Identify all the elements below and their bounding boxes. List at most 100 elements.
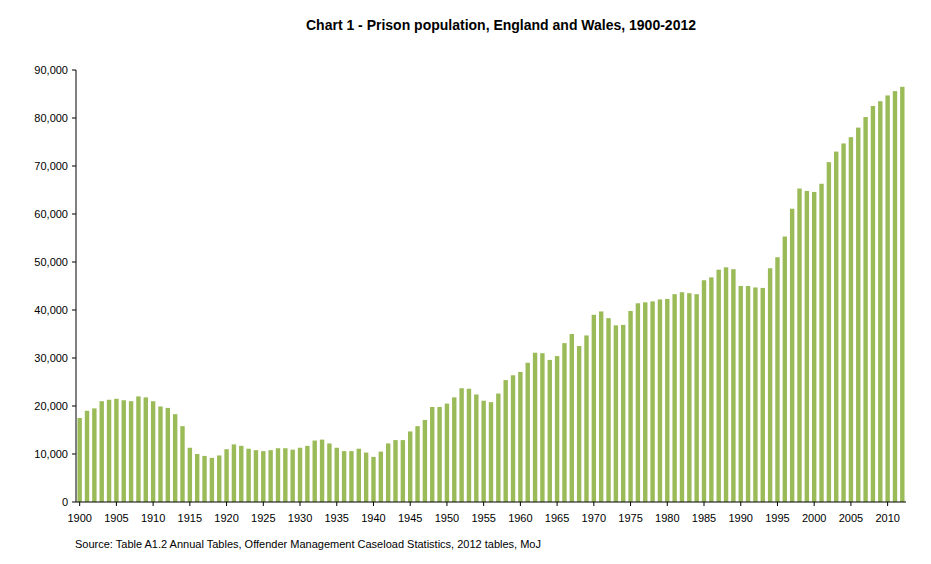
bar [665, 299, 669, 502]
bar [459, 388, 463, 502]
bar [518, 372, 522, 502]
x-tick-label: 1900 [67, 512, 91, 524]
bar [305, 446, 309, 502]
bar [423, 420, 427, 502]
bar [342, 451, 346, 502]
x-tick-label: 1910 [141, 512, 165, 524]
chart: Chart 1 - Prison population, England and… [0, 0, 931, 564]
x-tick-label: 1905 [104, 512, 128, 524]
bar [856, 128, 860, 502]
x-tick [189, 502, 190, 506]
bar [144, 397, 148, 502]
x-tick [850, 502, 851, 506]
bar [606, 318, 610, 502]
x-tick-label: 2005 [839, 512, 863, 524]
bar [136, 396, 140, 502]
bar [180, 426, 184, 502]
bar [195, 454, 199, 502]
bar [716, 270, 720, 502]
bar [702, 280, 706, 502]
bar [246, 449, 250, 502]
y-tick [72, 118, 76, 119]
bar [114, 399, 118, 502]
bar [753, 287, 757, 502]
bar [834, 152, 838, 502]
bar [85, 411, 89, 502]
x-tick [446, 502, 447, 506]
bar [217, 455, 221, 502]
x-tick [557, 502, 558, 506]
bar [650, 301, 654, 502]
x-tick-label: 1945 [398, 512, 422, 524]
bar [643, 302, 647, 502]
x-tick-label: 1950 [435, 512, 459, 524]
x-tick [79, 502, 80, 506]
x-tick [777, 502, 778, 506]
bar [107, 400, 111, 502]
bar [415, 426, 419, 502]
y-tick [72, 262, 76, 263]
bar [900, 87, 904, 502]
bar [393, 440, 397, 502]
bar [548, 360, 552, 502]
y-tick [72, 310, 76, 311]
bar [761, 288, 765, 502]
bar [819, 184, 823, 502]
bar [349, 451, 353, 502]
bar [746, 286, 750, 502]
x-tick [887, 502, 888, 506]
bar [724, 267, 728, 502]
y-tick-label: 60,000 [34, 208, 68, 220]
bar [188, 448, 192, 502]
y-tick-label: 20,000 [34, 400, 68, 412]
bar [224, 449, 228, 502]
bar [268, 450, 272, 502]
bar [364, 453, 368, 502]
bar [863, 117, 867, 502]
x-tick [153, 502, 154, 506]
bar [621, 325, 625, 502]
x-tick [410, 502, 411, 506]
bar [166, 408, 170, 502]
x-tick [814, 502, 815, 506]
bar [276, 448, 280, 502]
x-tick [263, 502, 264, 506]
x-tick-label: 1925 [251, 512, 275, 524]
bar [878, 101, 882, 502]
bar [533, 353, 537, 502]
bar [812, 192, 816, 502]
bar [283, 448, 287, 502]
x-axis [76, 502, 906, 503]
bar [827, 162, 831, 502]
x-tick [226, 502, 227, 506]
bar [636, 303, 640, 502]
bar [445, 404, 449, 502]
y-tick-label: 50,000 [34, 256, 68, 268]
bar [797, 189, 801, 502]
y-tick [72, 454, 76, 455]
bar [694, 294, 698, 502]
bar [327, 443, 331, 502]
bar [232, 444, 236, 502]
x-tick-label: 1935 [325, 512, 349, 524]
bar [290, 450, 294, 502]
bar [467, 389, 471, 502]
bar [496, 394, 500, 502]
bar [555, 356, 559, 502]
y-tick-label: 0 [62, 496, 68, 508]
y-tick-label: 80,000 [34, 112, 68, 124]
x-tick [630, 502, 631, 506]
bar [658, 299, 662, 502]
bar [401, 440, 405, 502]
bar [202, 456, 206, 502]
bar [210, 458, 214, 502]
x-tick-label: 1985 [692, 512, 716, 524]
bar [92, 408, 96, 502]
bar [592, 315, 596, 502]
x-tick [373, 502, 374, 506]
x-tick [667, 502, 668, 506]
y-tick [72, 166, 76, 167]
x-tick-label: 2000 [802, 512, 826, 524]
y-tick [72, 358, 76, 359]
x-tick-label: 1965 [545, 512, 569, 524]
